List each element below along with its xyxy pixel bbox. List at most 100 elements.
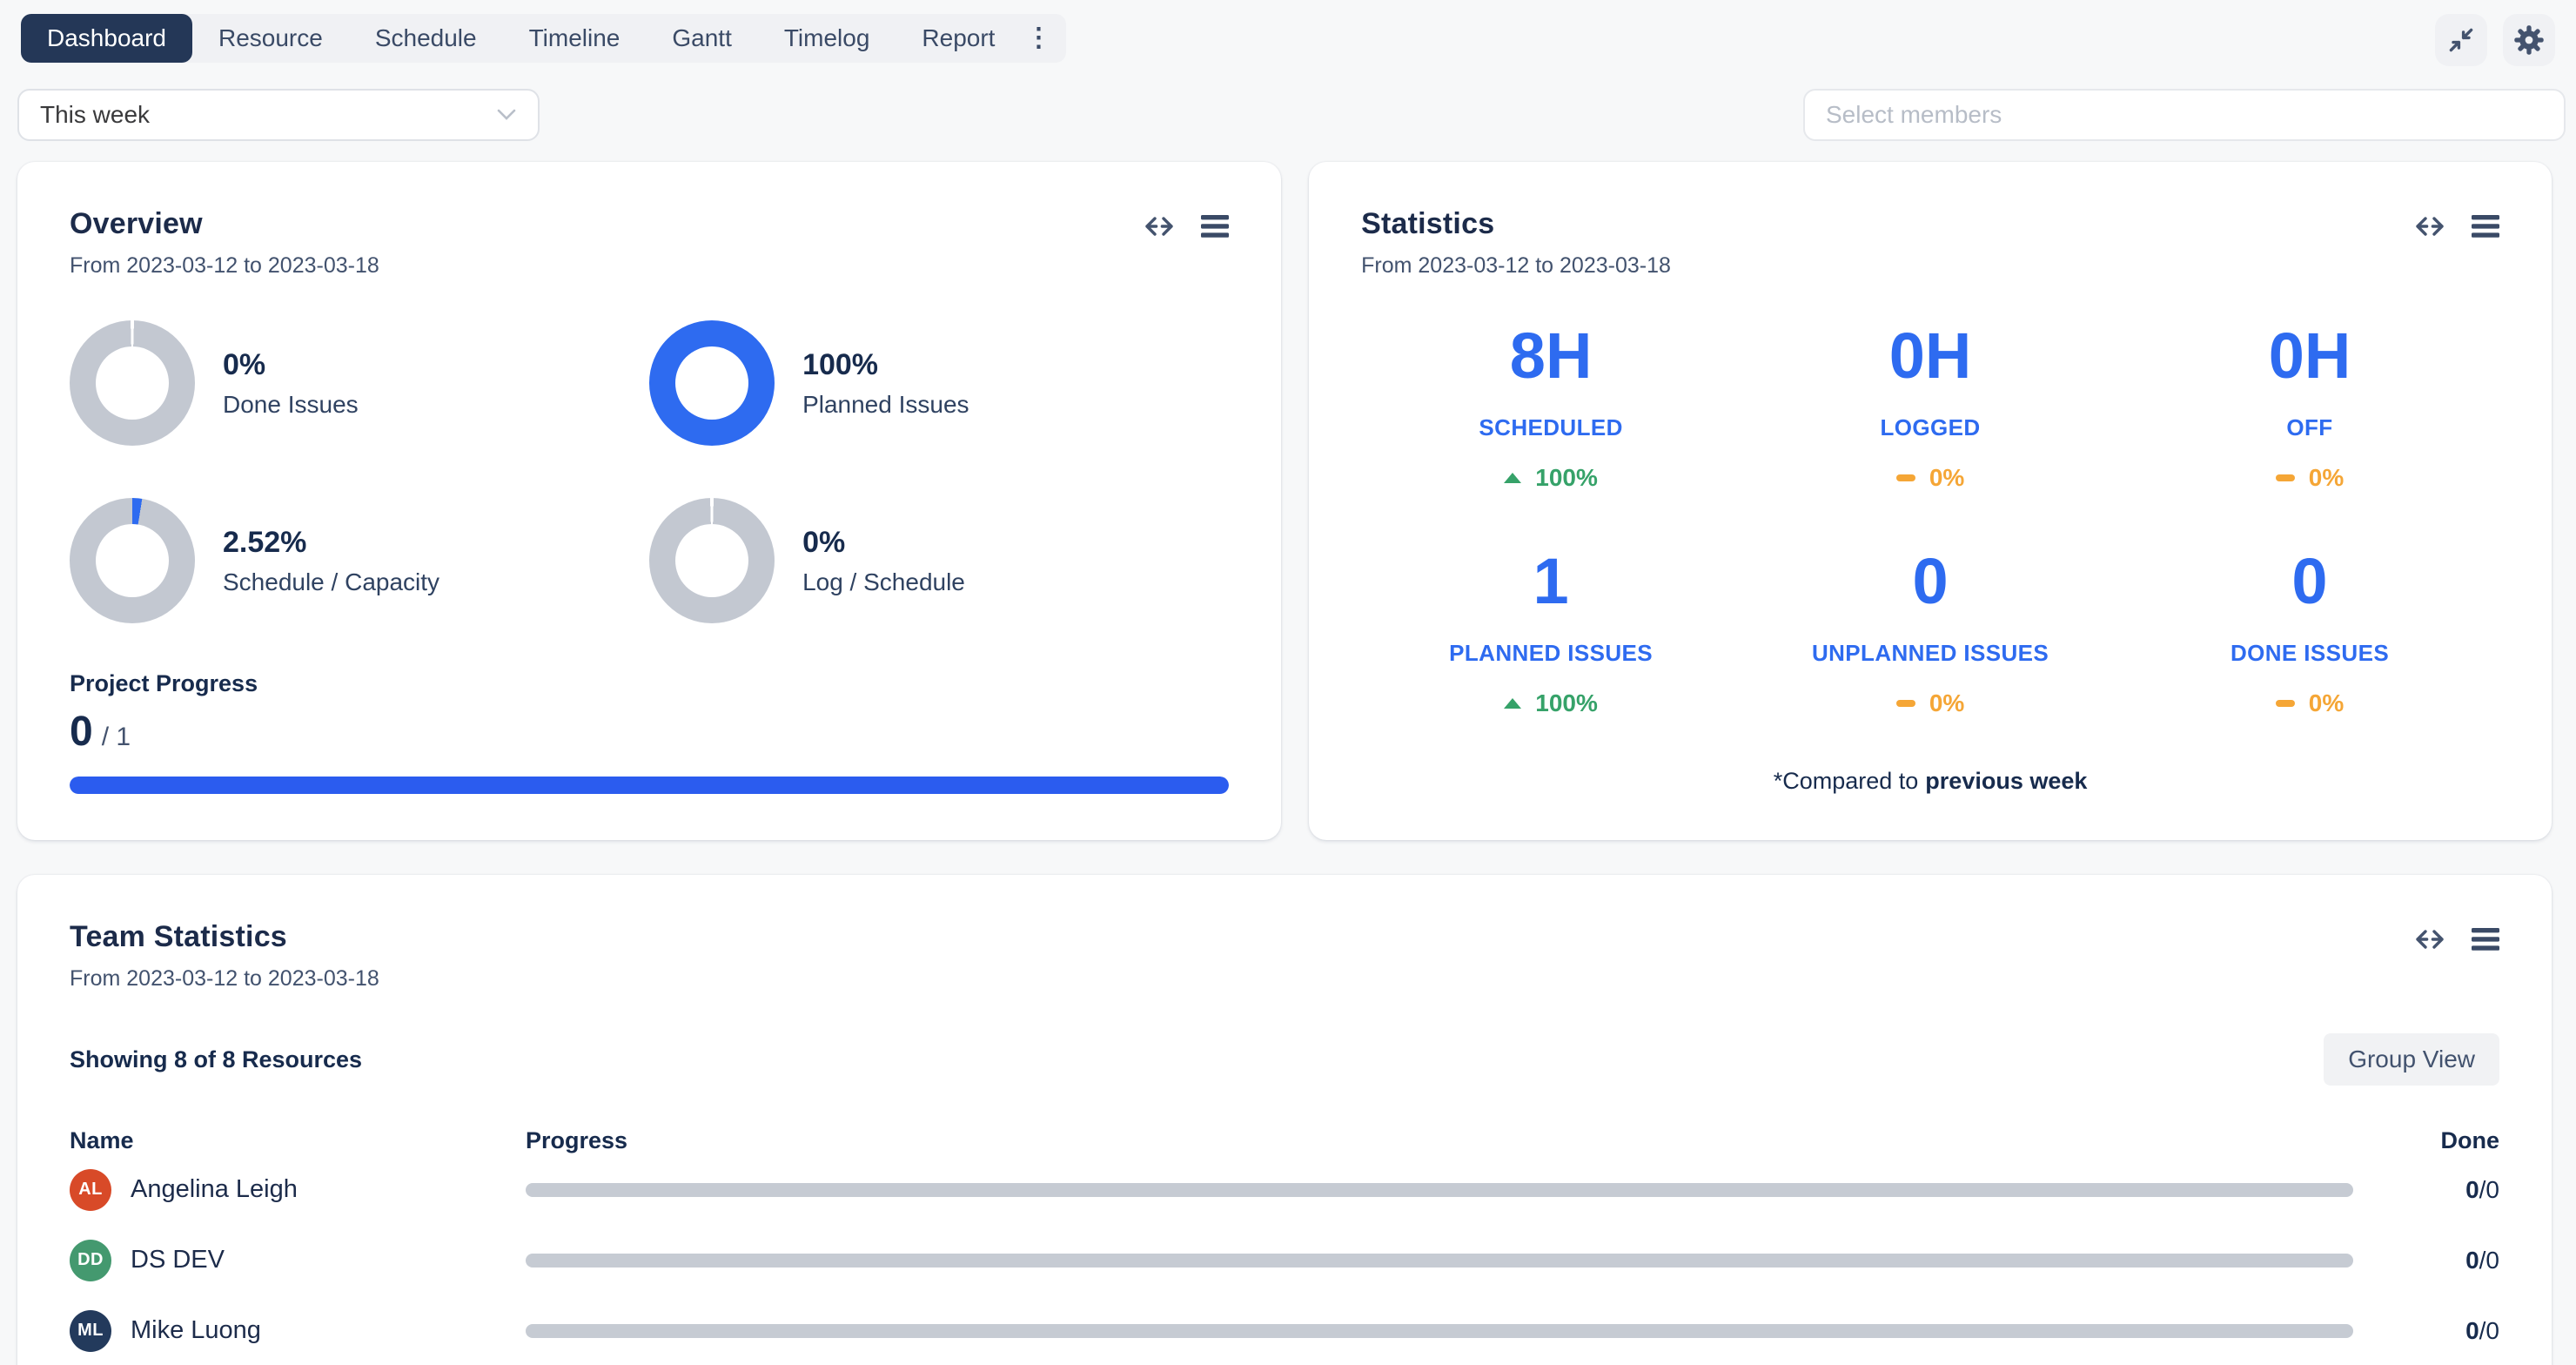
team-expand-button[interactable]: [2414, 929, 2445, 950]
trend-flat-icon: [2275, 700, 2295, 707]
stat-item: 8H SCHEDULED 100%: [1361, 324, 1741, 492]
column-header-name: Name: [70, 1127, 134, 1153]
tab-timelog[interactable]: Timelog: [758, 14, 896, 63]
table-row: AL Angelina Leigh 0/0: [70, 1154, 2499, 1225]
donut-label: Done Issues: [223, 390, 359, 418]
statistics-card: Statistics From 2023-03-12 to 2023-03-18: [1309, 162, 2552, 840]
trend-flat-icon: [2275, 474, 2295, 481]
avatar: ML: [70, 1309, 111, 1352]
hamburger-icon: [2471, 215, 2499, 238]
overview-title: Overview: [70, 207, 203, 240]
donut-value: 2.52%: [223, 525, 307, 559]
done-count: 0/0: [2465, 1316, 2499, 1344]
stat-trend: 0%: [2275, 689, 2344, 717]
column-header-done: Done: [2440, 1127, 2500, 1153]
hamburger-icon: [2472, 928, 2499, 951]
table-row: DD DS DEV 0/0: [70, 1225, 2499, 1295]
trend-flat-icon: [1895, 700, 1915, 707]
main-nav: Dashboard Resource Schedule Timeline Gantt Ti…: [21, 14, 1067, 63]
done-count: 0/0: [2465, 1175, 2499, 1203]
stat-value: 0: [1912, 545, 1949, 617]
stat-value: 0H: [1888, 319, 1972, 392]
overview-card-header: Overview From 2023-03-12 to 2023-03-18: [70, 207, 1230, 279]
member-name: Angelina Leigh: [131, 1175, 298, 1203]
statistics-expand-button[interactable]: [2414, 216, 2445, 237]
statistics-title: Statistics: [1361, 207, 1495, 240]
avatar: AL: [70, 1168, 111, 1211]
overview-donut-grid: 0% Done Issues 100% Planned Issues 2.52%…: [70, 320, 1229, 623]
overview-card: Overview From 2023-03-12 to 2023-03-18: [17, 162, 1282, 840]
overview-expand-button[interactable]: [1144, 216, 1175, 237]
project-progress-label: Project Progress: [70, 670, 258, 696]
horizontal-arrows-icon: [1145, 217, 1173, 236]
member-cell: ML Mike Luong: [70, 1309, 505, 1352]
tab-schedule[interactable]: Schedule: [349, 14, 503, 63]
stat-value: 8H: [1509, 319, 1593, 392]
statistics-footnote-text: *Compared to: [1773, 768, 1919, 794]
settings-button[interactable]: [2503, 14, 2555, 66]
donut-value: 0%: [802, 525, 846, 559]
donut-label: Schedule / Capacity: [223, 568, 440, 595]
overview-donut-item: 2.52% Schedule / Capacity: [70, 498, 649, 623]
members-input[interactable]: [1803, 89, 2566, 141]
team-sub-row: Showing 8 of 8 Resources Group View: [70, 1033, 2499, 1086]
donut-chart: [649, 320, 775, 446]
statistics-grid: 8H SCHEDULED 100% 0H LOGGED 0% 0H OFF 0%…: [1361, 324, 2499, 717]
statistics-footnote-period: previous week: [1925, 768, 2088, 794]
horizontal-arrows-icon: [2416, 217, 2444, 236]
stat-trend: 100%: [1504, 689, 1598, 717]
stat-label: DONE ISSUES: [2230, 640, 2390, 666]
stat-item: 0H LOGGED 0%: [1741, 324, 2120, 492]
project-progress-done: 0: [70, 709, 93, 755]
group-view-button[interactable]: Group View: [2324, 1033, 2499, 1086]
stat-item: 0 DONE ISSUES 0%: [2120, 549, 2499, 717]
main-nav-tabs: Dashboard Resource Schedule Timeline Gantt Ti…: [21, 14, 1021, 63]
tab-dashboard[interactable]: Dashboard: [21, 14, 192, 63]
project-progress-total: / 1: [101, 723, 131, 751]
hamburger-icon: [1201, 215, 1230, 238]
overview-donut-item: 100% Planned Issues: [649, 320, 1229, 446]
donut-label: Log / Schedule: [802, 568, 965, 595]
overview-menu-button[interactable]: [1201, 214, 1230, 239]
done-count: 0/0: [2465, 1246, 2499, 1274]
statistics-menu-button[interactable]: [2471, 214, 2499, 239]
stat-label: UNPLANNED ISSUES: [1811, 640, 2049, 666]
progress-track: [526, 1182, 2353, 1197]
team-table-body: AL Angelina Leigh 0/0 DD DS DEV 0/0 ML M…: [70, 1154, 2499, 1365]
statistics-card-header: Statistics From 2023-03-12 to 2023-03-18: [1361, 207, 2499, 279]
tab-gantt[interactable]: Gantt: [646, 14, 757, 63]
collapse-arrows-icon: [2449, 28, 2473, 52]
tab-report[interactable]: Report: [896, 14, 1021, 63]
member-cell: AL Angelina Leigh: [70, 1168, 505, 1211]
trend-up-icon: [1504, 473, 1522, 483]
team-menu-button[interactable]: [2472, 927, 2499, 951]
project-progress-bar: [70, 777, 1230, 794]
period-select[interactable]: This week: [17, 89, 540, 141]
donut-chart: [649, 498, 775, 623]
team-date-range: From 2023-03-12 to 2023-03-18: [70, 966, 379, 991]
horizontal-arrows-icon: [2416, 930, 2444, 949]
tab-timeline[interactable]: Timeline: [503, 14, 647, 63]
donut-chart: [70, 320, 195, 446]
member-name: DS DEV: [131, 1246, 225, 1274]
stat-value: 0: [2291, 545, 2328, 617]
period-select-value: This week: [40, 101, 151, 128]
team-card-header: Team Statistics From 2023-03-12 to 2023-…: [70, 920, 2499, 992]
chevron-down-icon: [497, 109, 516, 120]
stat-value: 1: [1533, 545, 1569, 617]
statistics-date-range: From 2023-03-12 to 2023-03-18: [1361, 253, 1671, 278]
collapse-button[interactable]: [2435, 14, 2487, 66]
team-showing-count: Showing 8 of 8 Resources: [70, 1046, 363, 1072]
donut-label: Planned Issues: [802, 390, 969, 418]
top-bar: Dashboard Resource Schedule Timeline Gantt Ti…: [0, 0, 2576, 66]
more-tabs-button[interactable]: ⋮: [1021, 14, 1066, 63]
tab-resource[interactable]: Resource: [192, 14, 349, 63]
avatar: DD: [70, 1239, 111, 1281]
gear-icon: [2514, 25, 2544, 55]
overview-date-range: From 2023-03-12 to 2023-03-18: [70, 253, 379, 278]
project-progress-bar-fill: [70, 777, 1230, 794]
stat-trend: 0%: [1895, 464, 1964, 492]
filter-row: This week: [0, 66, 2576, 141]
team-title: Team Statistics: [70, 920, 287, 953]
